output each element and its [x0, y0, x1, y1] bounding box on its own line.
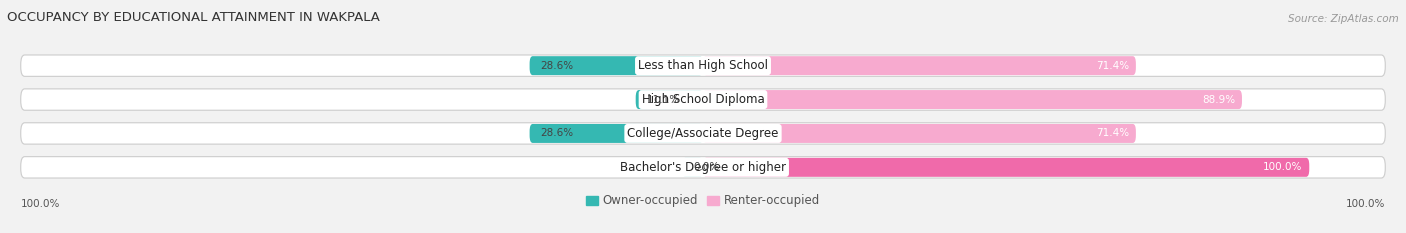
Text: 0.0%: 0.0%: [693, 162, 720, 172]
FancyBboxPatch shape: [703, 90, 1241, 109]
Text: 88.9%: 88.9%: [1202, 95, 1234, 105]
Text: 28.6%: 28.6%: [541, 128, 574, 138]
Text: College/Associate Degree: College/Associate Degree: [627, 127, 779, 140]
Text: Less than High School: Less than High School: [638, 59, 768, 72]
Text: 71.4%: 71.4%: [1095, 61, 1129, 71]
Legend: Owner-occupied, Renter-occupied: Owner-occupied, Renter-occupied: [581, 190, 825, 212]
FancyBboxPatch shape: [21, 89, 1385, 110]
FancyBboxPatch shape: [21, 123, 1385, 144]
FancyBboxPatch shape: [703, 56, 1136, 75]
FancyBboxPatch shape: [530, 56, 703, 75]
FancyBboxPatch shape: [21, 55, 1385, 76]
FancyBboxPatch shape: [21, 157, 1385, 178]
FancyBboxPatch shape: [703, 124, 1136, 143]
FancyBboxPatch shape: [682, 158, 703, 177]
Text: 100.0%: 100.0%: [1346, 199, 1385, 209]
FancyBboxPatch shape: [703, 158, 1309, 177]
Text: 71.4%: 71.4%: [1095, 128, 1129, 138]
Text: 28.6%: 28.6%: [541, 61, 574, 71]
Text: OCCUPANCY BY EDUCATIONAL ATTAINMENT IN WAKPALA: OCCUPANCY BY EDUCATIONAL ATTAINMENT IN W…: [7, 11, 380, 24]
Text: Bachelor's Degree or higher: Bachelor's Degree or higher: [620, 161, 786, 174]
FancyBboxPatch shape: [530, 124, 703, 143]
FancyBboxPatch shape: [636, 90, 703, 109]
Text: Source: ZipAtlas.com: Source: ZipAtlas.com: [1288, 14, 1399, 24]
Text: 100.0%: 100.0%: [21, 199, 60, 209]
Text: High School Diploma: High School Diploma: [641, 93, 765, 106]
Text: 11.1%: 11.1%: [647, 95, 681, 105]
Text: 100.0%: 100.0%: [1263, 162, 1302, 172]
